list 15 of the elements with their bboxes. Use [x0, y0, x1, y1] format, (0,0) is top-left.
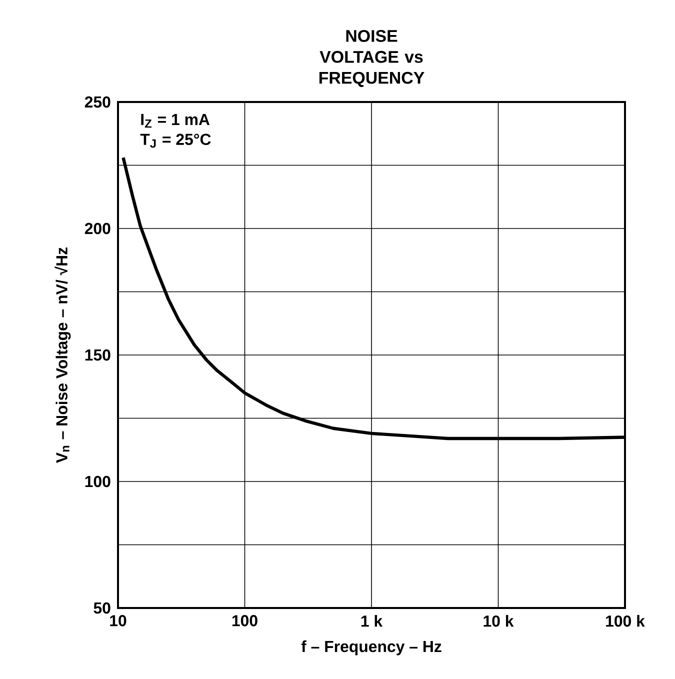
- x-tick-label: 1 k: [361, 615, 383, 627]
- y-tick-label: 50: [94, 602, 110, 614]
- x-axis-title: f – Frequency – Hz: [301, 640, 442, 656]
- y-axis-title: V$_{n}$ – Noise Voltage – nV/ √Hz: [54, 248, 71, 463]
- y-tick-label: 250: [84, 96, 110, 108]
- x-tick-label: 10: [110, 615, 126, 626]
- x-tick-label: 100 k: [606, 615, 645, 627]
- y-tick-label: 100: [85, 476, 110, 488]
- x-tick-label: 100: [232, 615, 258, 626]
- y-tick-label: 200: [84, 222, 110, 234]
- annotation: T$_{J}$ = 25°C: [140, 134, 211, 148]
- y-tick-label: 150: [85, 349, 110, 361]
- chart-title: NOISE VOLTAGE vs FREQUENCY: [319, 30, 424, 87]
- x-tick-label: 10 k: [484, 615, 514, 627]
- annotation: I$_{Z}$ = 1 mA: [141, 114, 210, 128]
